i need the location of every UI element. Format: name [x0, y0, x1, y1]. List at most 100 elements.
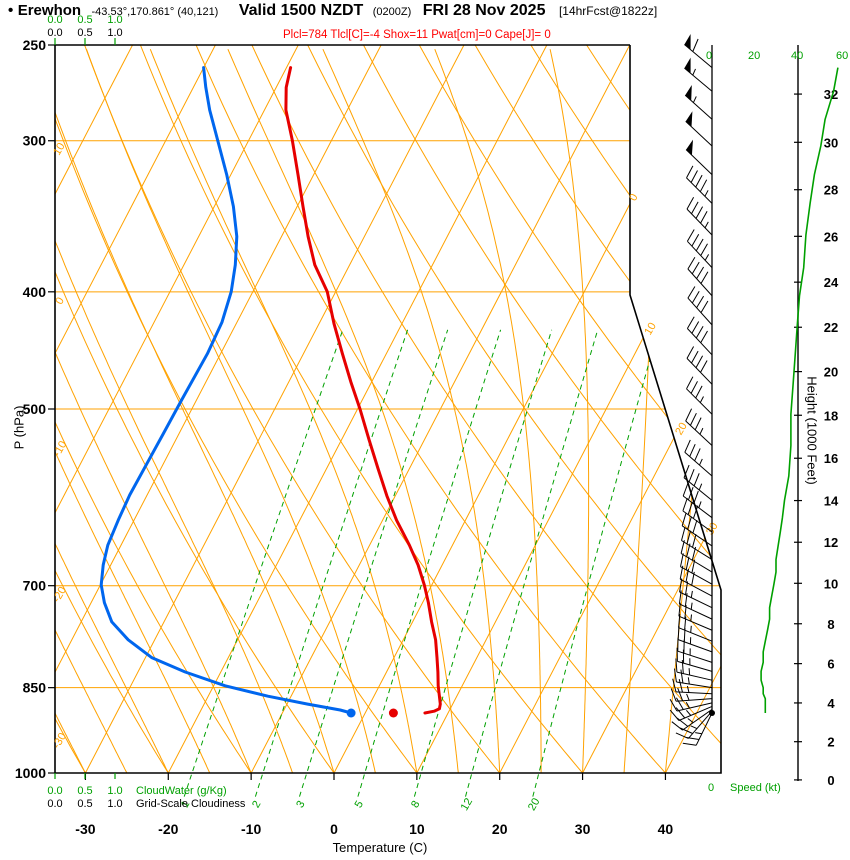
cloudiness-tick: 0.0 [47, 27, 63, 39]
wind-barb-staff [676, 698, 713, 702]
wind-barb-staff [679, 603, 713, 620]
temp-tick-label: -10 [241, 821, 261, 837]
moist-adiabat-line [434, 49, 542, 773]
wind-barb-half-feather [704, 190, 709, 197]
wind-barb-feather [681, 512, 687, 526]
cloudwater-scale-top: 0.0 0.5 1.0 [40, 10, 130, 28]
wind-barb-feather [693, 490, 699, 505]
wind-barb-pennant [686, 139, 693, 156]
temp-tick-label: -20 [158, 821, 178, 837]
wind-barb-feather [692, 505, 699, 519]
station-coords: -43.53°,170.861° (40,121) [91, 6, 219, 18]
pressure-axis-label: P (hPa) [11, 405, 27, 450]
isotherm-line [250, 45, 631, 773]
temperature-curve [284, 66, 442, 715]
wind-barb-half-feather [690, 590, 693, 598]
mixing-ratio-label: 5 [353, 799, 366, 810]
wind-barb-staff [683, 477, 713, 501]
mixing-ratio-label: 2 [250, 799, 263, 810]
wind-barb-half-feather [698, 501, 702, 508]
dewpoint-curve [99, 66, 353, 715]
wind-barb-staff [678, 627, 713, 642]
speed-axis-label: Speed (kt) [730, 782, 781, 794]
isotherm-label: 0 [627, 192, 640, 203]
cloudiness-scale-top: 0.0 0.5 1.0 [40, 23, 130, 41]
temperature-axis-label: Temperature (C) [332, 840, 428, 855]
wind-barb-feather [691, 546, 697, 561]
moist-adiabat-line [55, 49, 252, 773]
wind-barb-feather [692, 519, 698, 534]
temperature-surface-dot [388, 708, 398, 718]
wind-barb-half-feather [690, 725, 698, 730]
wind-barb-feather [686, 376, 694, 390]
wind-barb-feather [693, 473, 700, 487]
wind-barb-feather [684, 616, 687, 631]
wind-barb-feather [678, 602, 681, 617]
moist-adiabat-line [86, 49, 376, 773]
height-tick-label: 8 [827, 617, 834, 632]
mixing-ratio-line [413, 329, 553, 797]
wind-barb-feather [687, 487, 694, 501]
pressure-tick-label: 850 [23, 680, 47, 696]
isotherm-line [167, 45, 548, 773]
sounding-parameters: Plcl=784 Tlcl[C]=-4 Shox=11 Pwat[cm]=0 C… [283, 29, 551, 41]
isotherm-line [416, 45, 721, 773]
isotherm-line [582, 45, 721, 773]
wind-barb-feather [696, 266, 705, 279]
dry-adiabat-label: -10 [51, 439, 69, 459]
wind-barb-feather [695, 174, 703, 188]
cloudwater-tick: 1.0 [107, 14, 123, 26]
wind-barb-staff [687, 240, 713, 268]
wind-barb-feather [680, 540, 685, 554]
wind-barb-feather [690, 381, 698, 394]
wind-barb-feather [691, 234, 700, 247]
mixing-ratio-label: 12 [459, 796, 476, 813]
wind-barb-feather [696, 295, 705, 309]
height-tick-label: 24 [824, 275, 839, 290]
temp-tick-label: -30 [75, 821, 95, 837]
wind-barb-feather [677, 625, 680, 640]
isotherm-line [84, 45, 465, 773]
moist-adiabat-line [623, 49, 654, 773]
wind-barb-feather [679, 727, 693, 734]
isotherm-line [55, 45, 133, 773]
wind-barb-feather [684, 605, 687, 619]
wind-barb-half-feather [686, 709, 692, 716]
wind-barb-feather [691, 321, 700, 334]
grid-lines [55, 45, 721, 773]
cloudiness-tick: 0.5 [77, 798, 93, 810]
wind-barb-feather [700, 271, 709, 284]
dry-adiabat-line [55, 45, 418, 773]
dry-adiabat-line [55, 45, 169, 773]
wind-barb-half-feather [692, 96, 697, 103]
moist-adiabat-line [549, 49, 590, 773]
wind-barb-half-feather [688, 668, 691, 676]
speed-scale-tick-40: 40 [791, 50, 804, 62]
header: • Erewhon -43.53°,170.861° (40,121) Vali… [8, 2, 657, 24]
wind-barb-staff [684, 451, 713, 477]
mixing-ratio-line [254, 329, 409, 797]
wind-barb-feather [680, 553, 684, 567]
height-tick-label: 4 [827, 696, 835, 711]
wind-barb-feather [686, 196, 695, 210]
wind-barb-feather [686, 346, 695, 359]
wind-barb-staff [676, 681, 713, 689]
wind-barb-feather [695, 206, 704, 219]
wind-barb-feather [683, 464, 690, 478]
station-bullet: • [8, 2, 14, 19]
wind-barb-staff [687, 328, 713, 356]
forecast-info: [14hrFcst@1822z] [558, 4, 658, 18]
dry-adiabat-label: 10 [51, 141, 68, 158]
wind-barb-feather [675, 707, 686, 719]
wind-barb-half-feather [704, 221, 709, 229]
pressure-tick-label: 400 [23, 284, 47, 300]
wind-barb-feather [692, 38, 699, 52]
moist-adiabat-line [55, 49, 335, 773]
mixing-ratio-label: 3 [294, 799, 307, 810]
height-tick-label: 16 [824, 451, 838, 466]
wind-barb-feather [700, 211, 708, 224]
wind-barb-staff [685, 149, 713, 175]
mixing-ratio-line [183, 329, 344, 797]
